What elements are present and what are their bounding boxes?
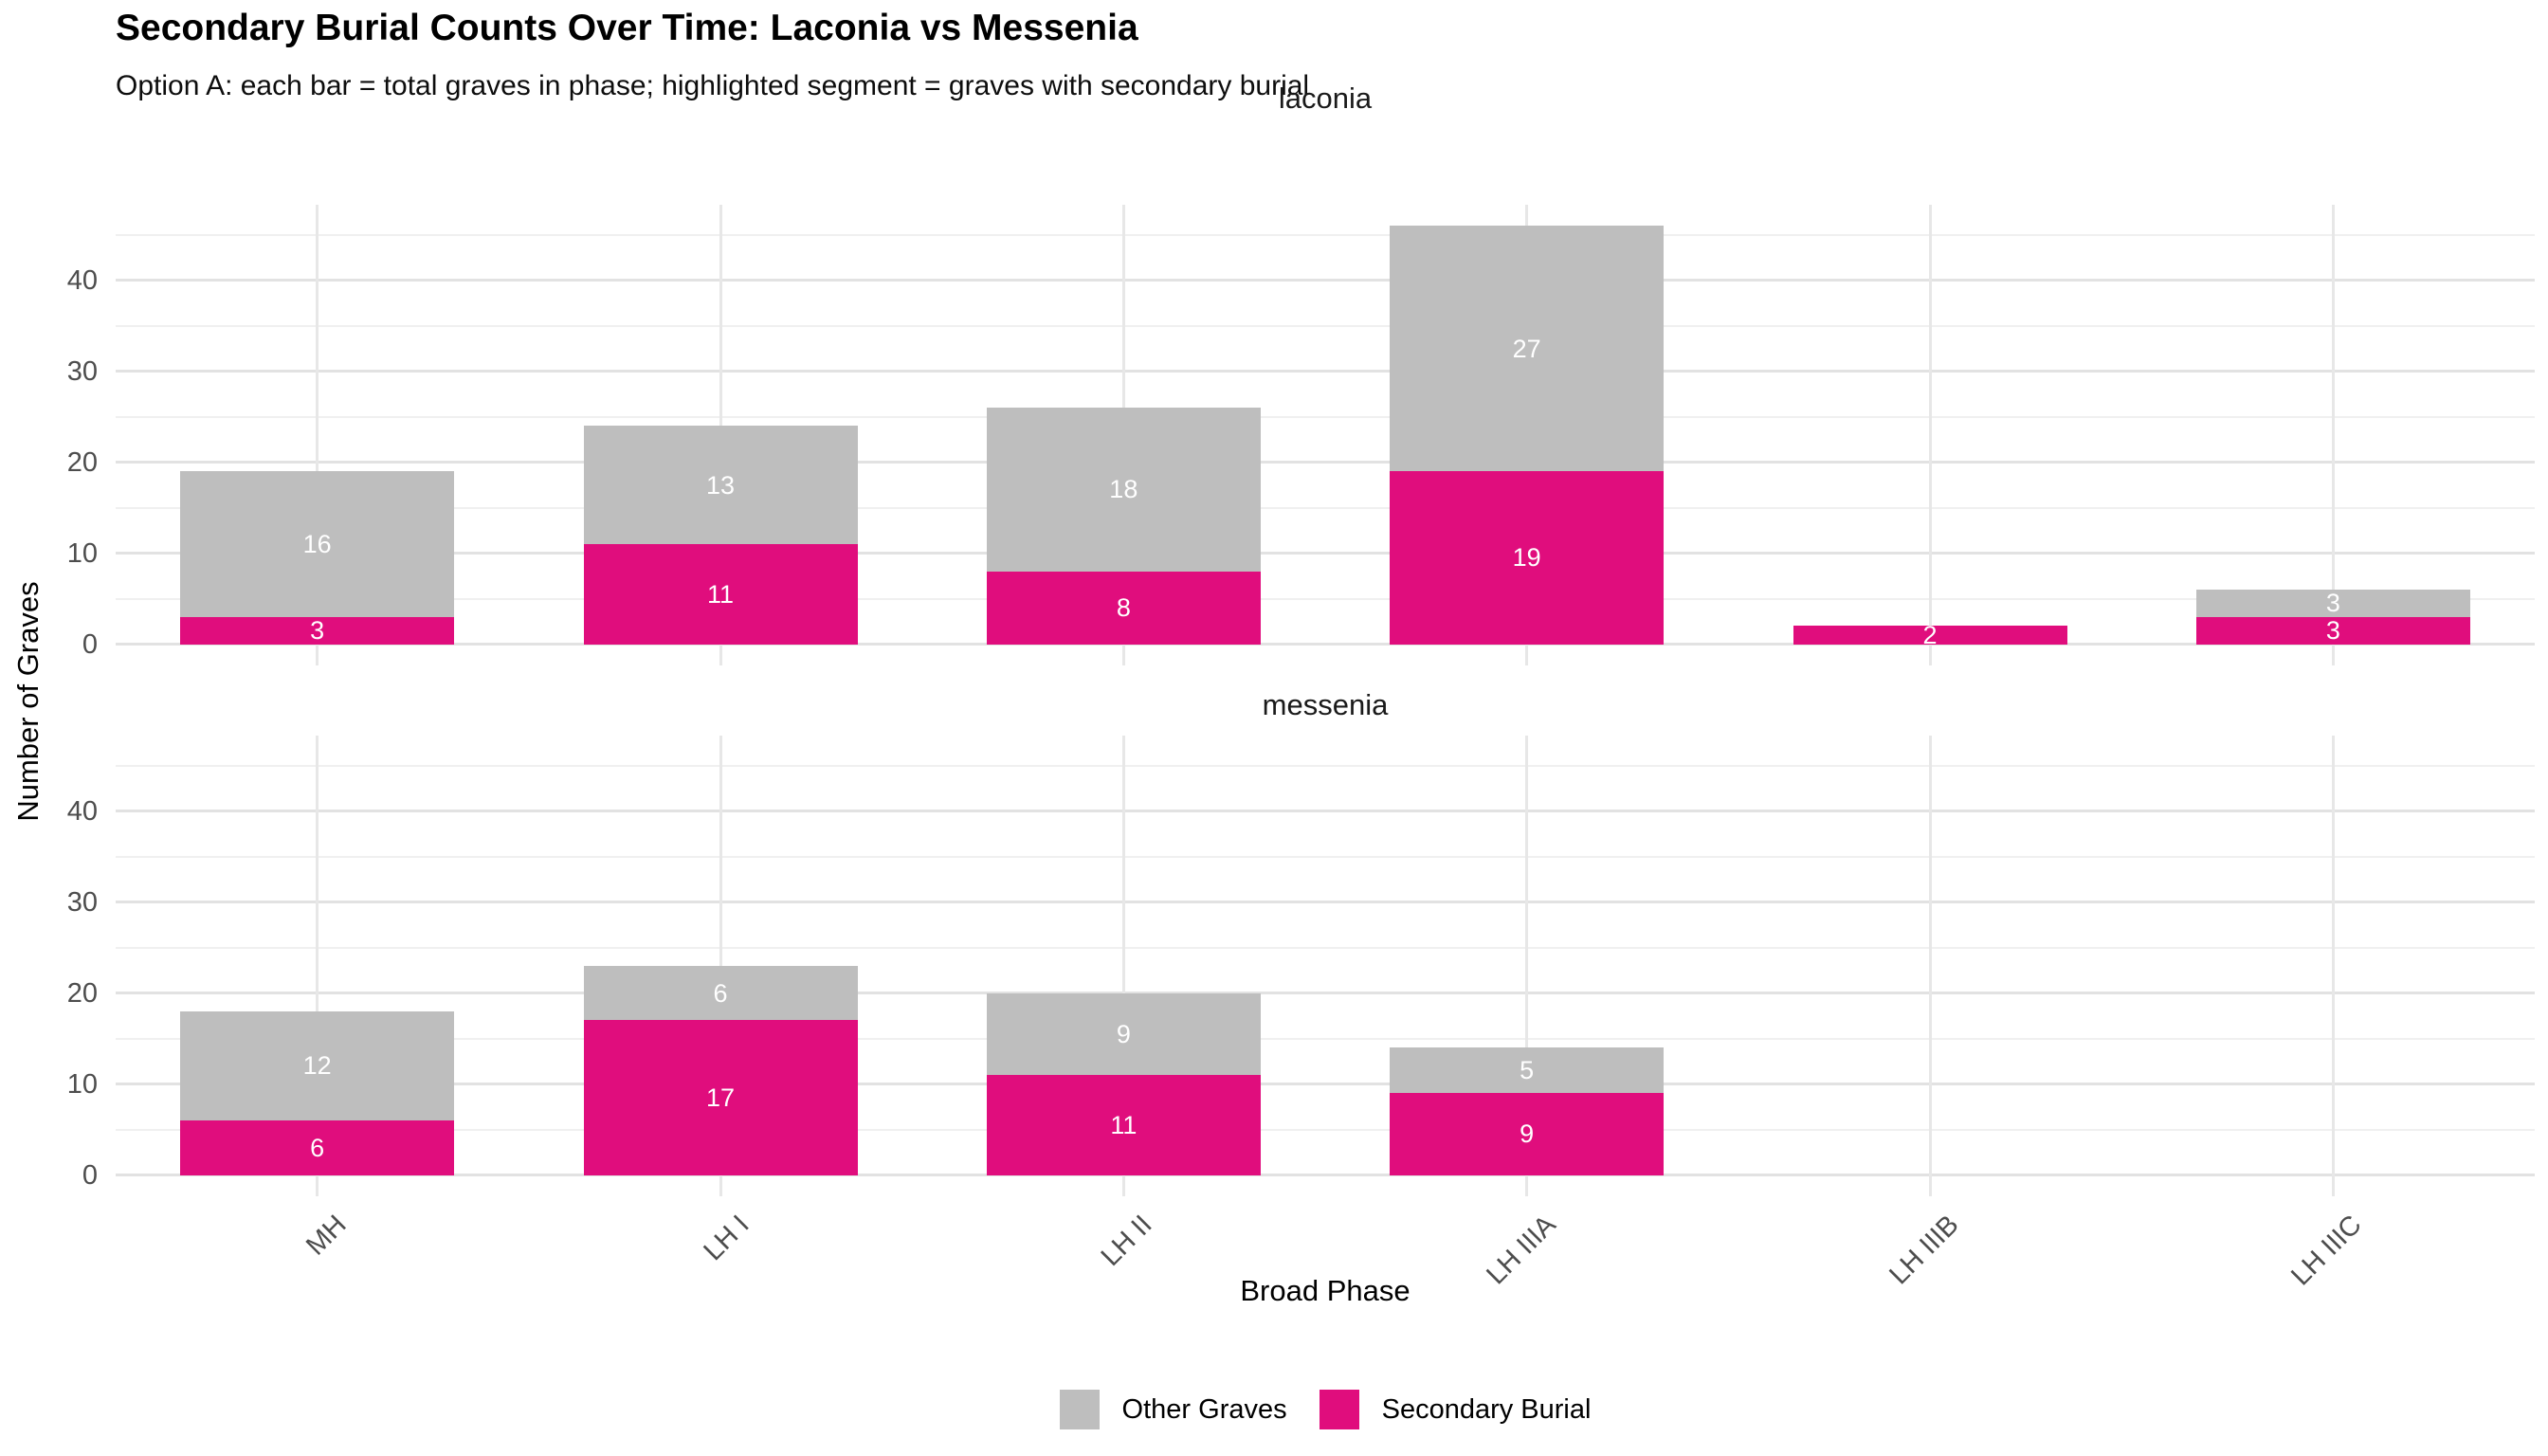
bar-value-label: 6 (713, 978, 728, 1008)
y-tick-label: 30 (66, 355, 98, 387)
legend-label: Other Graves (1121, 1393, 1287, 1425)
bar-value-label: 8 (1116, 593, 1131, 623)
x-tick-label: LH I (698, 1210, 755, 1267)
bar-value-label: 3 (310, 616, 325, 646)
bar-segment (986, 571, 1261, 645)
bar-segment (583, 544, 858, 645)
bar-value-label: 6 (310, 1133, 325, 1162)
gridline-minor (116, 324, 2535, 327)
gridline-major (116, 370, 2535, 373)
y-tick-label: 10 (66, 537, 98, 569)
bar-segment (180, 616, 455, 645)
y-tick-label: 30 (66, 886, 98, 918)
gridline-vertical (2331, 736, 2335, 1196)
bar-segment (180, 471, 455, 617)
gridline-vertical (316, 736, 319, 1196)
bar-value-label: 12 (302, 1051, 332, 1081)
bar-value-label: 3 (2325, 589, 2340, 618)
bar-value-label: 2 (1922, 621, 1938, 650)
facet-strip-messenia: messenia (1262, 688, 1389, 721)
y-tick-label: 40 (66, 264, 98, 296)
legend-label: Secondary Burial (1381, 1393, 1592, 1425)
bar-segment (1390, 226, 1665, 472)
gridline-vertical (1525, 736, 1529, 1196)
gridline-major (116, 279, 2535, 282)
bar-segment (986, 992, 1261, 1076)
legend-item: Other Graves (1059, 1390, 1287, 1429)
bar-segment (2195, 616, 2470, 645)
bar-value-label: 5 (1520, 1056, 1535, 1085)
facet-panel-messenia: 6 12 17 6 11 9 9 5 (116, 736, 2535, 1196)
gridline-major (116, 461, 2535, 464)
gridline-minor (116, 764, 2535, 767)
facet-strip-laconia: laconia (1278, 82, 1373, 115)
bar-value-label: 9 (1520, 1119, 1535, 1149)
gridline-major (116, 643, 2535, 646)
gridline-vertical (316, 205, 319, 665)
bar-value-label: 19 (1512, 543, 1541, 573)
bar-value-label: 9 (1116, 1019, 1131, 1048)
facet-panel-laconia: 3 16 11 13 8 18 19 27 2 3 3 (116, 205, 2535, 665)
gridline-vertical (1121, 736, 1125, 1196)
y-tick-label: 20 (66, 446, 98, 478)
gridline-minor (116, 506, 2535, 509)
gridline-minor (116, 855, 2535, 858)
bar-value-label: 11 (1110, 1110, 1138, 1139)
y-tick-label: 20 (66, 977, 98, 1009)
legend-item: Secondary Burial (1319, 1390, 1592, 1429)
bar-segment (986, 408, 1261, 572)
bar-value-label: 3 (2325, 616, 2340, 646)
bar-value-label: 17 (705, 1083, 736, 1113)
gridline-major (116, 1174, 2535, 1177)
legend-swatch (1319, 1390, 1359, 1429)
bar-value-label: 16 (302, 530, 332, 559)
gridline-minor (116, 1037, 2535, 1040)
bar-segment (2195, 590, 2470, 617)
y-tick-label: 10 (66, 1068, 98, 1100)
gridline-vertical (1928, 736, 1932, 1196)
gridline-vertical (2331, 205, 2335, 665)
gridline-minor (116, 415, 2535, 418)
gridline-major (116, 810, 2535, 813)
gridline-minor (116, 233, 2535, 236)
legend: Other Graves Secondary Burial (116, 1390, 2535, 1429)
bar-value-label: 18 (1109, 475, 1138, 504)
y-tick-label: 0 (82, 1159, 98, 1191)
x-axis-title: Broad Phase (1240, 1274, 1410, 1307)
bar-segment (583, 965, 858, 1021)
gridline-major (116, 552, 2535, 555)
legend-swatch (1059, 1390, 1100, 1429)
gridline-major (116, 992, 2535, 995)
bar-segment (180, 1010, 455, 1121)
chart-subtitle: Option A: each bar = total graves in pha… (116, 70, 1310, 101)
bar-segment (583, 1020, 858, 1175)
x-tick-label: LH II (1096, 1210, 1158, 1272)
gridline-minor (116, 1128, 2535, 1131)
x-tick-label: MH (300, 1210, 353, 1262)
gridline-major (116, 901, 2535, 904)
bar-value-label: 11 (706, 579, 735, 609)
bar-segment (180, 1120, 455, 1175)
y-tick-label: 0 (82, 628, 98, 660)
gridline-minor (116, 946, 2535, 949)
bar-segment (1390, 1093, 1665, 1175)
bar-segment (986, 1075, 1261, 1175)
bar-segment (1390, 1047, 1665, 1094)
gridline-major (116, 1083, 2535, 1086)
bar-segment (583, 426, 858, 545)
gridline-vertical (1928, 205, 1932, 665)
bar-value-label: 13 (705, 470, 736, 500)
bar-value-label: 27 (1512, 334, 1541, 363)
y-tick-label: 40 (66, 795, 98, 827)
gridline-minor (116, 597, 2535, 600)
bar-segment (1793, 626, 2067, 645)
chart-title: Secondary Burial Counts Over Time: Lacon… (116, 8, 1138, 48)
bar-segment (1390, 471, 1665, 645)
y-axis-title: Number of Graves (11, 581, 45, 822)
